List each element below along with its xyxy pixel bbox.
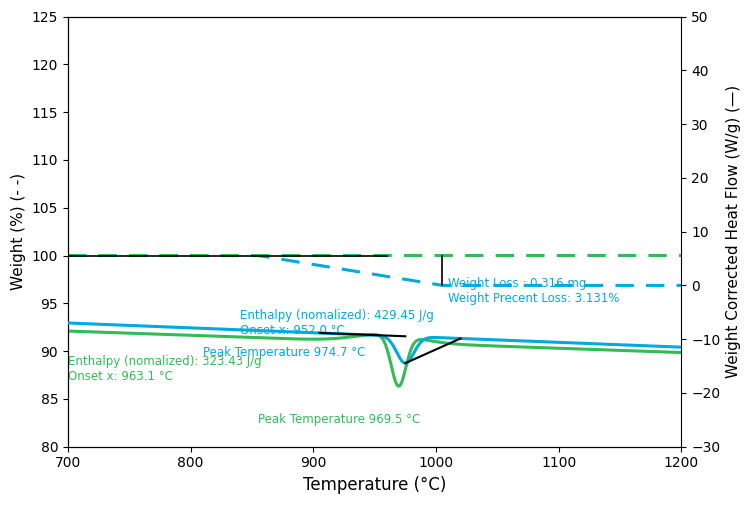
Text: Enthalpy (nomalized): 429.45 J/g
Onset x: 952.0 °C: Enthalpy (nomalized): 429.45 J/g Onset x… <box>240 309 434 337</box>
Text: Peak Temperature 974.7 °C: Peak Temperature 974.7 °C <box>203 346 365 359</box>
Text: Peak Temperature 969.5 °C: Peak Temperature 969.5 °C <box>258 413 420 426</box>
X-axis label: Temperature (°C): Temperature (°C) <box>303 476 447 494</box>
Text: Weight Loss : 0.316 mg
Weight Precent Loss: 3.131%: Weight Loss : 0.316 mg Weight Precent Lo… <box>448 277 620 305</box>
Text: Enthalpy (nomalized): 323.43 J/g
Onset x: 963.1 °C: Enthalpy (nomalized): 323.43 J/g Onset x… <box>68 355 262 383</box>
Y-axis label: Weight Corrected Heat Flow (W/g) (—): Weight Corrected Heat Flow (W/g) (—) <box>726 85 741 378</box>
Y-axis label: Weight (%) (- -): Weight (%) (- -) <box>11 173 26 290</box>
